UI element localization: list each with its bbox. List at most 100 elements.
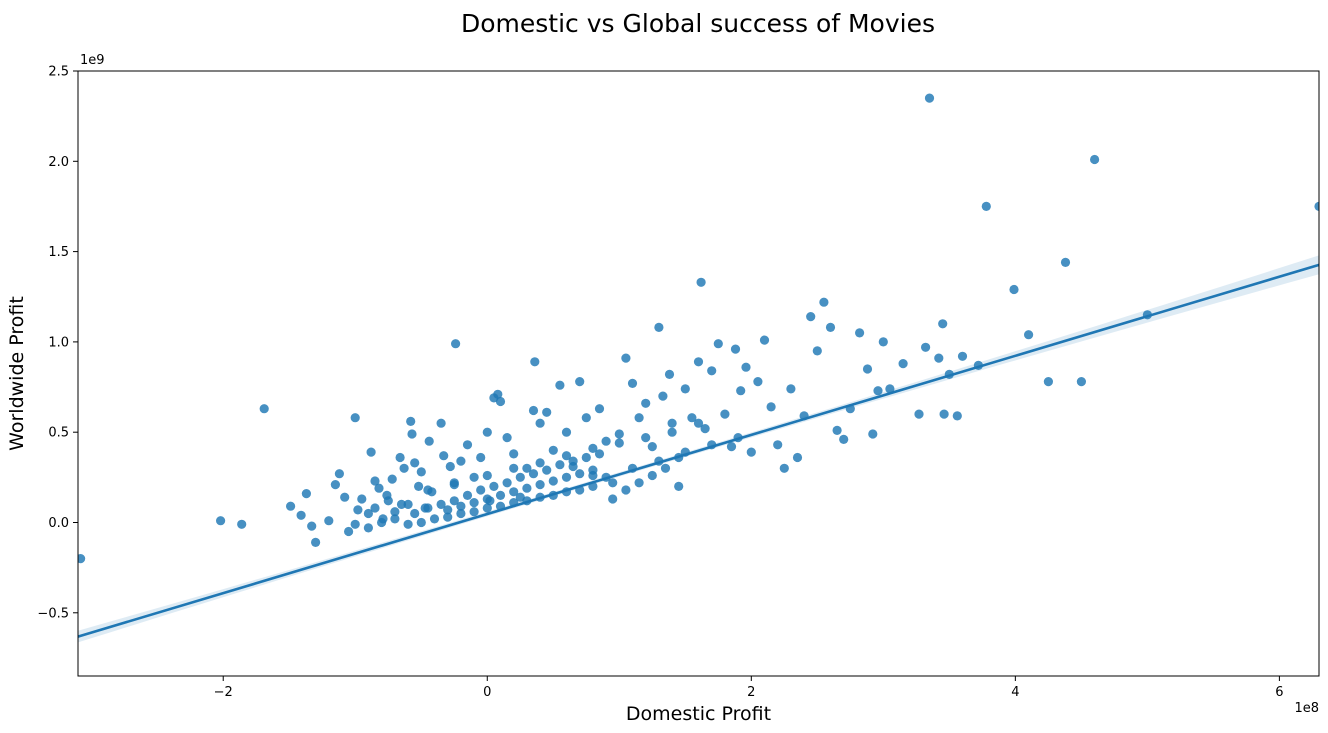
data-point [1043, 377, 1053, 387]
data-point [456, 501, 466, 511]
data-point [664, 369, 675, 379]
data-point [439, 451, 449, 461]
data-point [522, 463, 532, 473]
data-point [366, 447, 376, 457]
data-point [555, 380, 565, 390]
data-point [898, 359, 908, 369]
chart-title: Domestic vs Global success of Movies [461, 9, 935, 38]
data-point [403, 499, 413, 509]
x-axis-ticks: −2 0 2 4 6 [214, 676, 1284, 700]
data-point [555, 460, 565, 470]
data-point [436, 499, 446, 509]
data-point [1009, 284, 1019, 295]
data-point [561, 427, 572, 437]
data-point [542, 407, 552, 417]
data-point [759, 335, 770, 345]
data-point [707, 366, 717, 376]
data-point [779, 463, 789, 473]
data-point [528, 469, 539, 479]
data-point [667, 427, 677, 437]
data-point [390, 514, 400, 524]
data-point [660, 463, 671, 473]
data-point [885, 384, 895, 394]
data-point [330, 480, 340, 490]
data-point [561, 472, 572, 482]
data-point [726, 442, 737, 452]
data-point [502, 433, 512, 443]
data-point [482, 494, 492, 504]
x-tick-label: 0 [483, 685, 491, 700]
data-point [423, 503, 433, 513]
data-point [482, 503, 492, 513]
data-point [390, 507, 400, 517]
data-point [693, 357, 704, 367]
x-axis-label: Domestic Profit [626, 703, 771, 725]
data-point [311, 537, 321, 548]
data-point [581, 413, 591, 423]
y-tick-label: 2.5 [48, 65, 69, 80]
plot-area-frame [77, 70, 1320, 677]
data-point [634, 413, 644, 423]
data-point [509, 449, 519, 459]
y-tick-label: 2.0 [48, 155, 69, 170]
data-point [383, 496, 393, 506]
data-point [350, 413, 360, 423]
data-point [334, 469, 344, 479]
data-point [1024, 330, 1034, 340]
data-point [806, 312, 816, 322]
data-point [746, 447, 756, 457]
data-point [363, 523, 373, 533]
data-point [482, 427, 492, 437]
data-point [832, 425, 842, 435]
data-point [78, 554, 86, 564]
data-point [741, 362, 751, 372]
data-point [588, 465, 598, 475]
data-point [839, 434, 849, 444]
data-point [286, 501, 296, 511]
data-point [363, 508, 373, 519]
data-point [462, 440, 473, 450]
data-point [581, 452, 591, 463]
data-point [476, 485, 486, 495]
data-point [443, 505, 453, 515]
y-axis-label: Worldwide Profit [6, 296, 28, 451]
data-point [873, 386, 883, 396]
x-axis-offset-label: 1e8 [1294, 701, 1319, 716]
x-tick-label: −2 [214, 685, 233, 700]
data-point [575, 469, 585, 479]
data-point [1090, 154, 1100, 165]
data-point [259, 404, 269, 414]
data-point [542, 465, 552, 475]
data-point [736, 386, 746, 396]
data-point [938, 319, 948, 329]
data-point [350, 519, 360, 529]
data-point [535, 418, 545, 428]
data-point [696, 277, 706, 287]
data-point [395, 452, 405, 463]
data-point [301, 489, 311, 499]
data-point [482, 470, 492, 481]
y-tick-label: −0.5 [37, 606, 69, 621]
data-point [429, 514, 440, 524]
data-point [614, 438, 624, 448]
data-point [667, 418, 677, 428]
regression-line [78, 263, 1319, 638]
data-point [489, 481, 499, 491]
data-point [493, 389, 503, 399]
data-point [608, 494, 618, 504]
data-point [939, 409, 949, 419]
data-point [410, 458, 420, 468]
data-point [509, 463, 519, 473]
data-point [416, 517, 426, 528]
data-point [509, 487, 519, 497]
data-point [324, 516, 334, 526]
data-point [423, 485, 433, 495]
scatter-points [78, 93, 1319, 564]
data-point [522, 483, 532, 493]
data-point [627, 378, 638, 388]
data-point [436, 418, 446, 428]
data-point [878, 337, 888, 347]
data-point [568, 456, 578, 466]
y-axis-ticks: −0.5 0.0 0.5 1.0 1.5 2.0 2.5 [37, 65, 78, 621]
